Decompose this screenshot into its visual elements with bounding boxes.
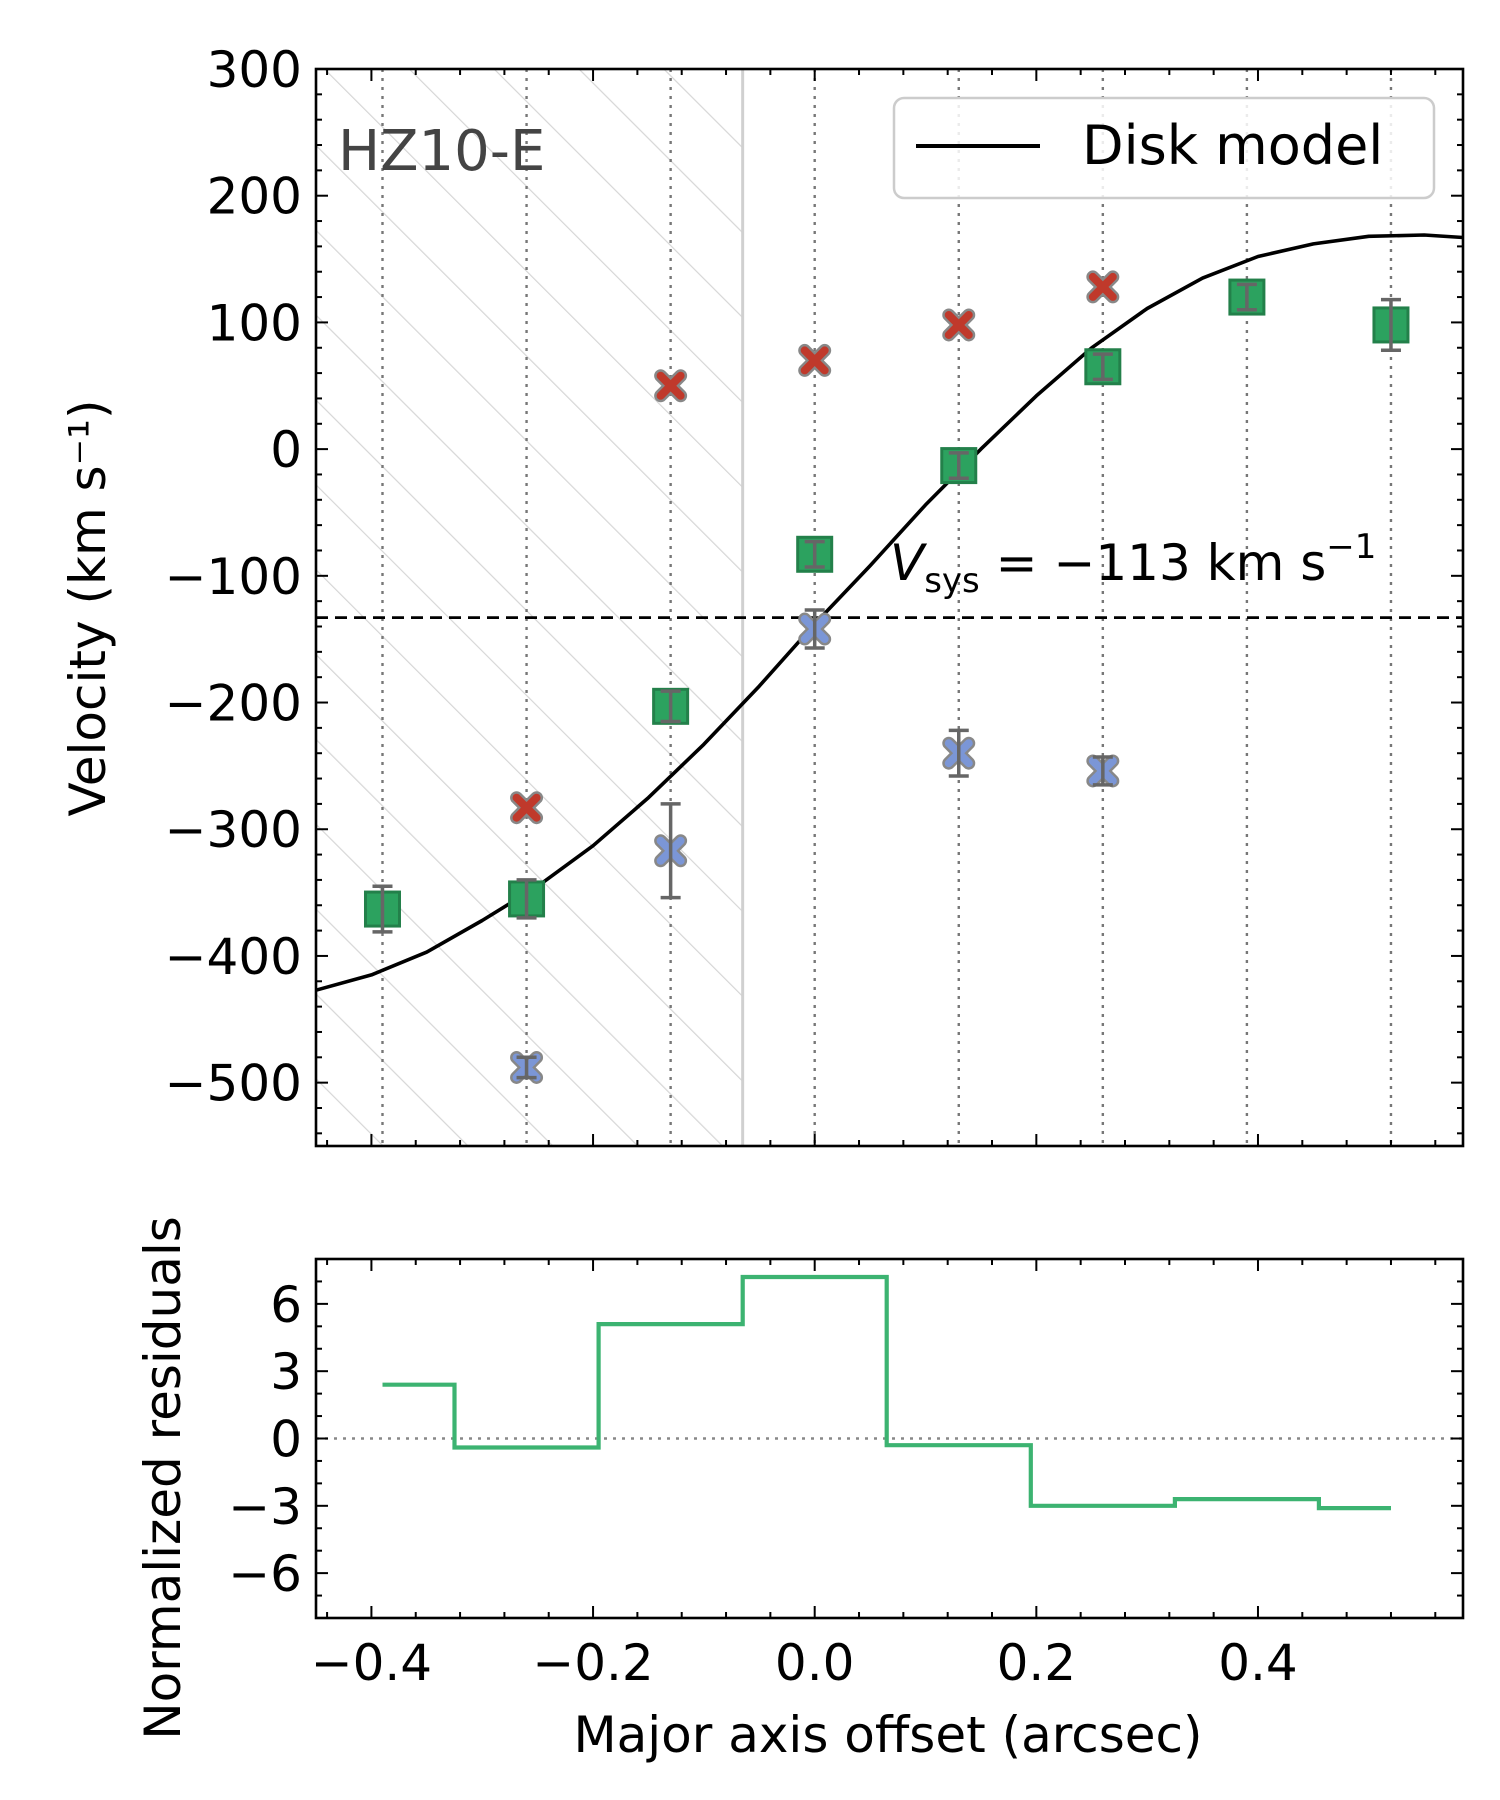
y-tick-label: 100 bbox=[207, 294, 302, 352]
red-component-point bbox=[800, 346, 829, 375]
residual-step-line bbox=[382, 1274, 1391, 1511]
residual-y-tick-label: 3 bbox=[270, 1343, 302, 1401]
hatch-area bbox=[316, 69, 743, 1146]
y-tick-label: 200 bbox=[207, 168, 302, 226]
y-tick-label: −400 bbox=[165, 928, 302, 986]
legend-box bbox=[892, 96, 1436, 200]
vsys-subscript: sys bbox=[924, 561, 980, 601]
x-tick-label: 0.2 bbox=[997, 1634, 1077, 1692]
residual-y-tick-label: 6 bbox=[270, 1276, 302, 1334]
red-component-point bbox=[656, 371, 685, 400]
x-axis-title: Major axis offset (arcsec) bbox=[573, 1706, 1202, 1764]
y-tick-label: 300 bbox=[207, 41, 302, 99]
hatched-region bbox=[316, 69, 745, 1146]
residual-step-group bbox=[382, 1274, 1391, 1511]
vsys-symbol: V bbox=[890, 534, 928, 592]
y-axis-title-text: Velocity (km s⁻¹) bbox=[59, 399, 117, 816]
top-axis-ticks bbox=[316, 68, 1463, 1146]
bottom-y-tick-labels: 6 3 0 −3 −6 bbox=[228, 1276, 302, 1603]
y-tick-label: −100 bbox=[165, 548, 302, 606]
vsys-annotation: Vsys = −113 km s−1 bbox=[890, 527, 1376, 601]
x-tick-label: 0.4 bbox=[1218, 1634, 1298, 1692]
top-y-tick-labels: 300 200 100 0 −100 −200 −300 −400 −500 bbox=[165, 41, 302, 1113]
top-panel: 300 200 100 0 −100 −200 −300 −400 −500 HZ10-E Di… bbox=[59, 41, 1465, 1148]
panel-label: HZ10-E bbox=[338, 119, 545, 184]
red-component-point bbox=[512, 793, 541, 822]
y-tick-label: 0 bbox=[270, 421, 302, 479]
y-tick-label: −500 bbox=[165, 1055, 302, 1113]
y-axis-title-bottom: Normalized residuals bbox=[134, 1216, 192, 1740]
residual-y-tick-label: −6 bbox=[228, 1545, 302, 1603]
y-tick-label: −300 bbox=[165, 801, 302, 859]
residuals-axis-title-text: Normalized residuals bbox=[134, 1216, 192, 1740]
legend-label: Disk model bbox=[1082, 114, 1383, 177]
y-tick-label: −200 bbox=[165, 675, 302, 733]
vsys-superscript: −1 bbox=[1326, 527, 1376, 567]
data-points bbox=[363, 270, 1410, 1084]
x-tick-label: −0.2 bbox=[532, 1634, 653, 1692]
x-tick-label: 0.0 bbox=[775, 1634, 855, 1692]
y-axis-title-top: Velocity (km s⁻¹) bbox=[59, 399, 117, 816]
x-tick-label: −0.4 bbox=[311, 1634, 432, 1692]
bottom-panel: 6 3 0 −3 −6 −0.4 −0.2 0.0 0.2 0.4 Major axis off… bbox=[134, 1216, 1465, 1764]
vsys-value-text: = −113 km s bbox=[980, 534, 1327, 592]
red-component-point bbox=[944, 310, 973, 339]
top-plot-frame bbox=[314, 67, 1465, 1148]
residual-y-tick-label: −3 bbox=[228, 1478, 302, 1536]
residual-y-tick-label: 0 bbox=[270, 1411, 302, 1469]
x-tick-labels: −0.4 −0.2 0.0 0.2 0.4 bbox=[311, 1634, 1298, 1692]
red-component-point bbox=[1088, 272, 1117, 301]
bottom-axis-ticks bbox=[316, 1259, 1463, 1618]
legend: Disk model bbox=[892, 96, 1436, 200]
